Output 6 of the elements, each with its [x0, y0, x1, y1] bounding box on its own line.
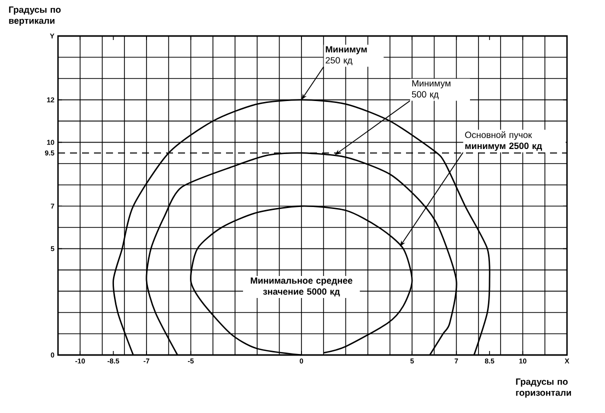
annotation: Минимальное среднее значение 5000 кд — [250, 277, 352, 296]
y-axis-title: Градусы по вертикали — [9, 6, 61, 26]
annotation: Минимум 250 кд — [326, 46, 367, 66]
x-axis-title: Градусы по горизонтали — [516, 378, 571, 398]
annotation: Основной пучок минимум 2500 кд — [465, 131, 542, 151]
annotation: Минимум 500 кд — [412, 80, 450, 100]
